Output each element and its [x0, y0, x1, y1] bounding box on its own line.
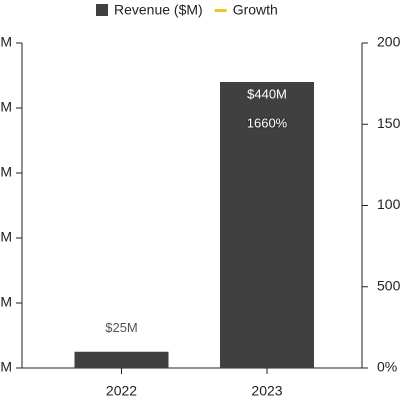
y-tick-label: $200M	[0, 229, 12, 245]
legend-swatch	[96, 4, 108, 16]
legend-label: Growth	[233, 2, 278, 18]
y-tick-label: $300M	[0, 164, 12, 180]
y-tick-label: $500M	[0, 34, 12, 50]
bar-value-label: $440M	[247, 86, 287, 101]
x-tick-label: 2023	[251, 383, 282, 399]
bar	[74, 351, 169, 368]
bar-value-label: $25M	[105, 320, 138, 335]
y-tick-label: $0M	[0, 359, 12, 375]
growth-label: 1660%	[247, 115, 288, 130]
legend-swatch	[214, 9, 227, 12]
y-tick-label: $400M	[0, 99, 12, 115]
y2-tick-label: 1000%	[377, 196, 400, 212]
legend-label: Revenue ($M)	[114, 2, 203, 18]
y2-tick-label: 0%	[377, 359, 397, 375]
y2-tick-label: 500%	[377, 277, 400, 293]
x-tick-label: 2022	[106, 383, 137, 399]
bar	[220, 82, 314, 368]
y2-tick-label: 1500%	[377, 115, 400, 131]
y2-tick-label: 2000%	[377, 34, 400, 50]
y-tick-label: $100M	[0, 294, 12, 310]
